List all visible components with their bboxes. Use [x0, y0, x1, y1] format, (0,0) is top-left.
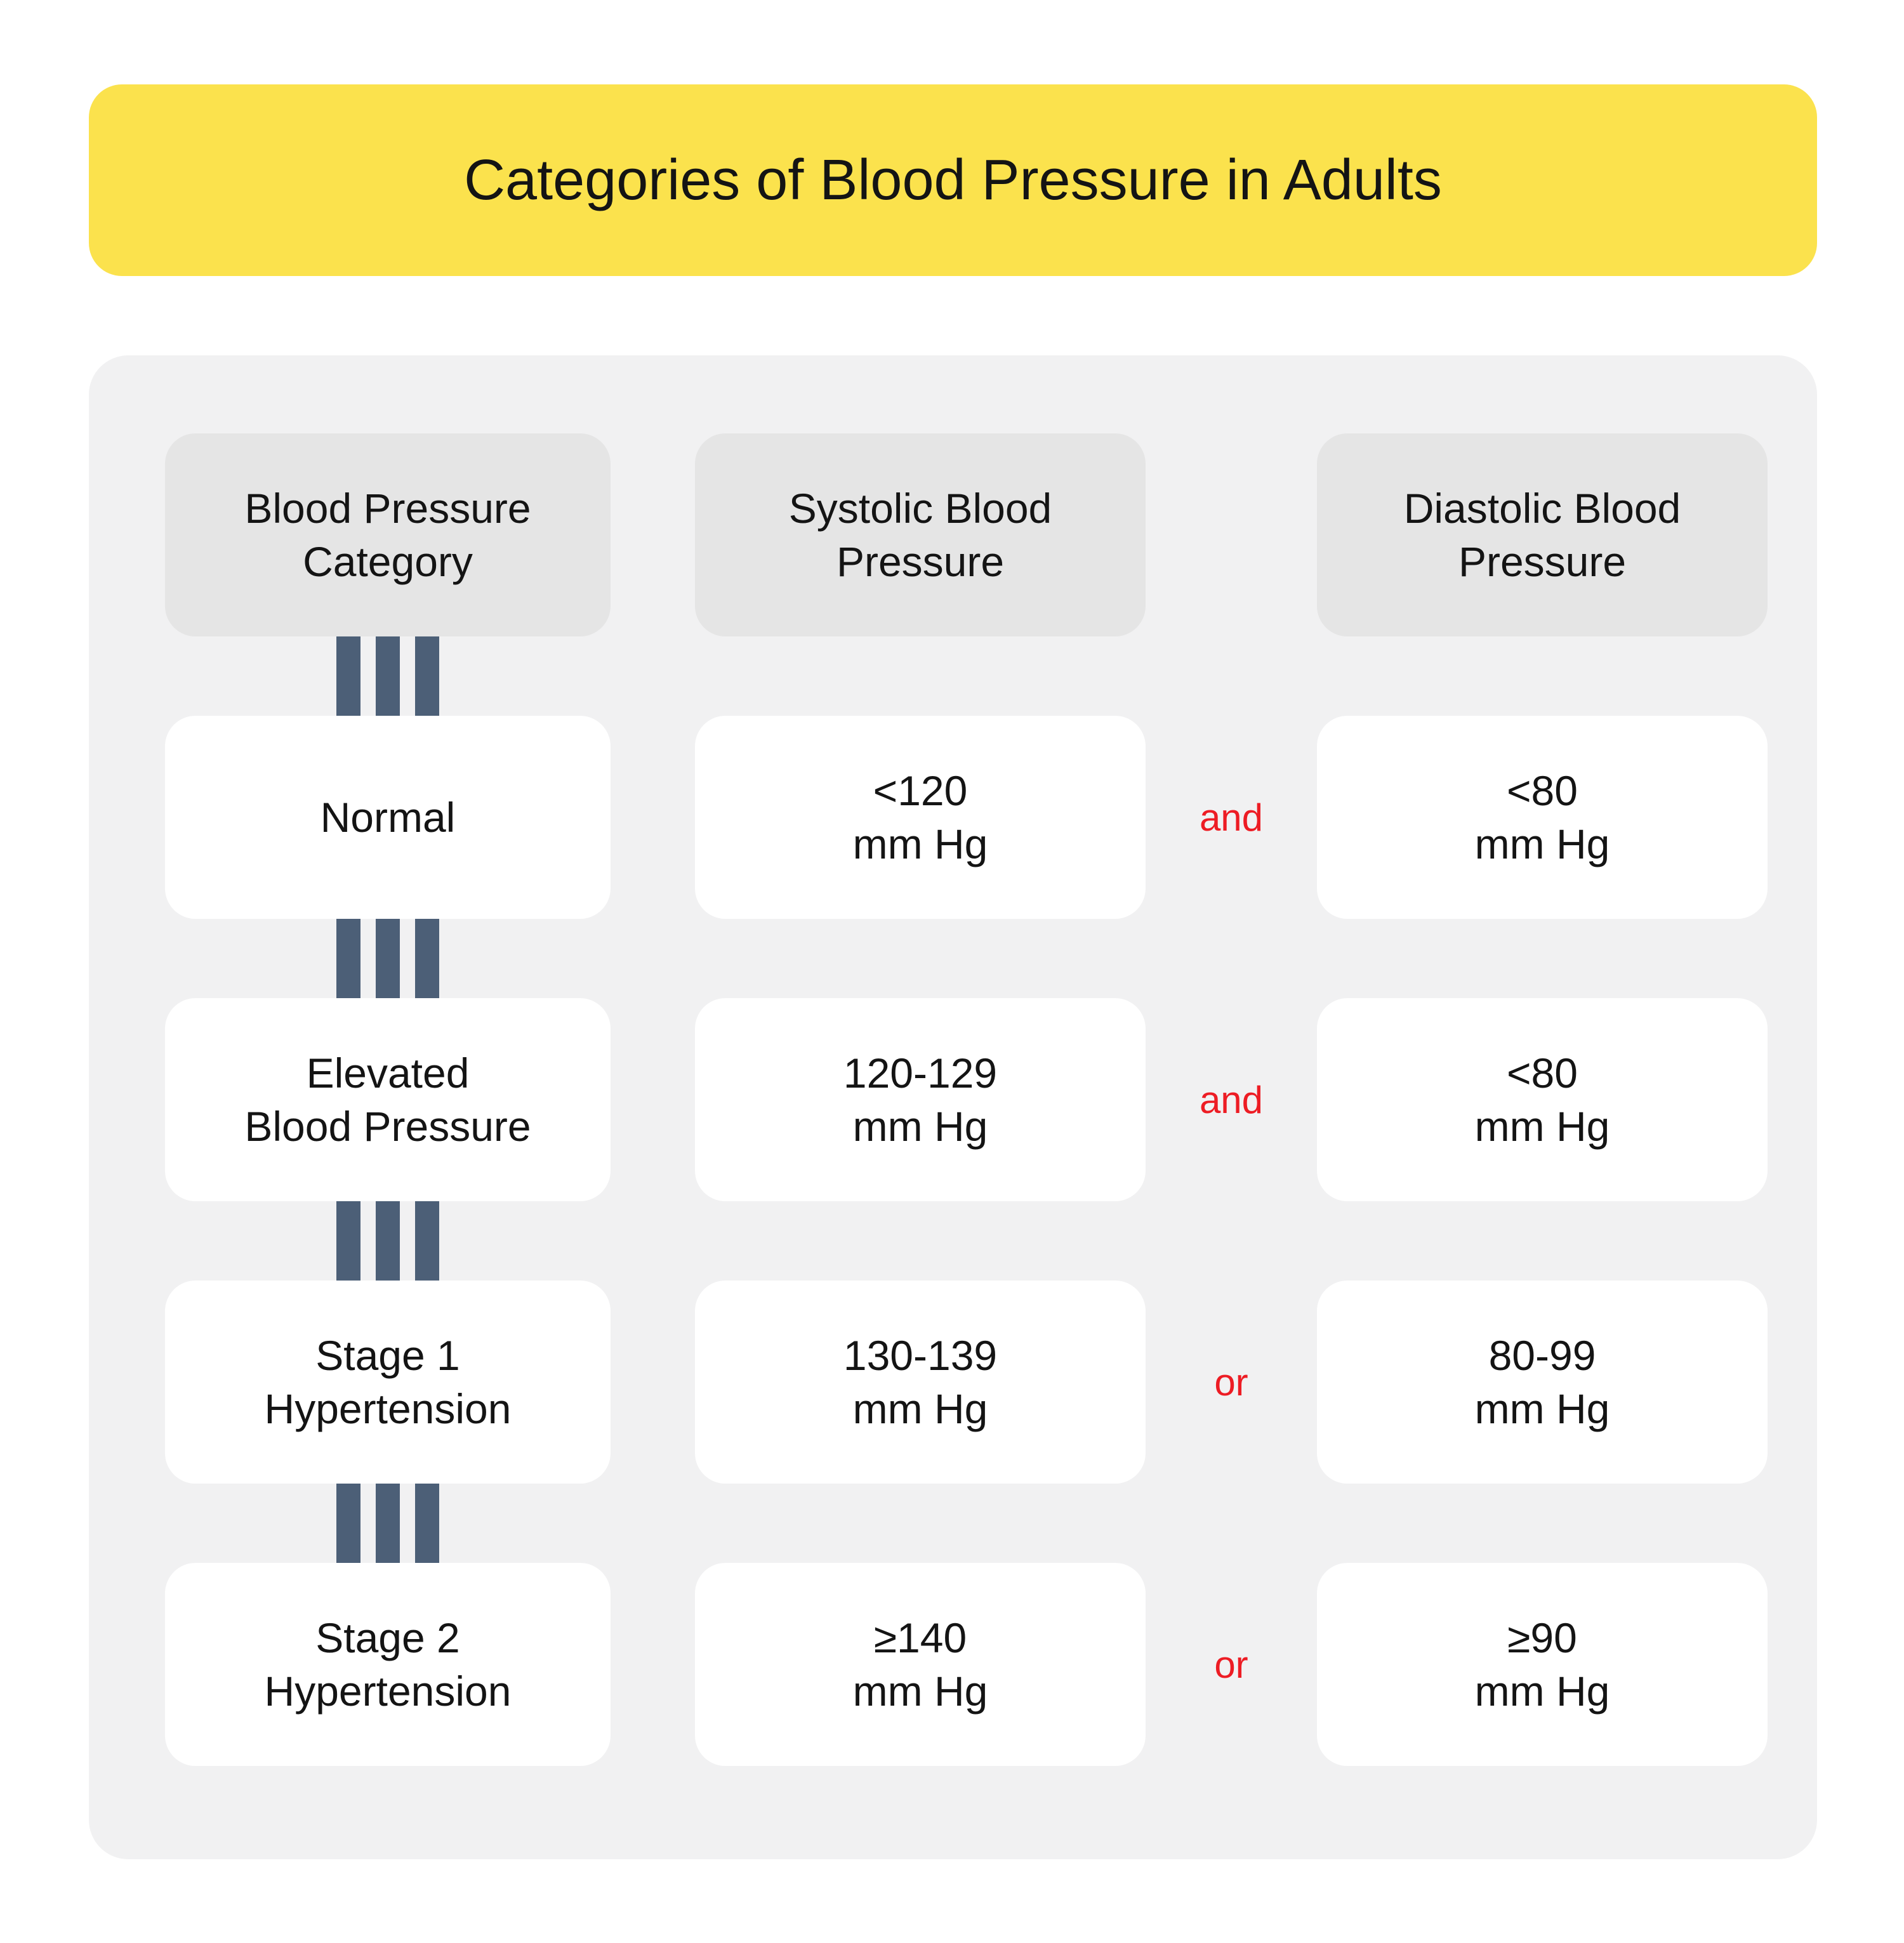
diastolic-unit: mm Hg: [1474, 820, 1610, 867]
page-title: Categories of Blood Pressure in Adults: [464, 148, 1442, 212]
connector-bar: [376, 1484, 400, 1563]
connector-bars: [336, 636, 439, 716]
category-cell: Stage 2 Hypertension: [165, 1563, 611, 1766]
connector-bar: [336, 1201, 360, 1281]
diastolic-unit: mm Hg: [1474, 1103, 1610, 1150]
connector-bar: [415, 1484, 439, 1563]
diastolic-value: <80: [1507, 767, 1578, 814]
systolic-cell: ≥140 mm Hg: [695, 1563, 1146, 1766]
diastolic-unit: mm Hg: [1474, 1385, 1610, 1432]
conjunction-label: or: [1214, 1643, 1248, 1686]
connector-bar: [376, 636, 400, 716]
connector-bar: [415, 1201, 439, 1281]
connector-bar: [376, 1201, 400, 1281]
connector-bar: [336, 919, 360, 998]
diastolic-cell: 80-99 mm Hg: [1317, 1281, 1768, 1484]
systolic-cell: 130-139 mm Hg: [695, 1281, 1146, 1484]
systolic-value: 120-129: [843, 1050, 998, 1097]
diastolic-cell: <80 mm Hg: [1317, 716, 1768, 919]
diastolic-cell: ≥90 mm Hg: [1317, 1563, 1768, 1766]
column-header-systolic: Systolic Blood Pressure: [695, 433, 1146, 636]
systolic-value: ≥140: [873, 1614, 967, 1661]
conjunction-label: and: [1199, 796, 1264, 839]
connector-bars: [336, 919, 439, 998]
diastolic-value: <80: [1507, 1050, 1578, 1097]
systolic-cell: <120 mm Hg: [695, 716, 1146, 919]
connector-bar: [336, 1484, 360, 1563]
connector-bar: [376, 919, 400, 998]
category-cell: Normal: [165, 716, 611, 919]
connector-bars: [336, 1201, 439, 1281]
systolic-unit: mm Hg: [852, 820, 988, 867]
connector-bar: [415, 636, 439, 716]
connector-bar: [415, 919, 439, 998]
systolic-value: <120: [873, 767, 968, 814]
connector-bar: [336, 636, 360, 716]
column-header-diastolic: Diastolic Blood Pressure: [1317, 433, 1768, 636]
diastolic-cell: <80 mm Hg: [1317, 998, 1768, 1201]
diastolic-value: 80-99: [1488, 1332, 1596, 1379]
systolic-unit: mm Hg: [852, 1668, 988, 1715]
category-cell: Stage 1 Hypertension: [165, 1281, 611, 1484]
systolic-cell: 120-129 mm Hg: [695, 998, 1146, 1201]
column-header-category: Blood Pressure Category: [165, 433, 611, 636]
connector-bars: [336, 1484, 439, 1563]
systolic-unit: mm Hg: [852, 1385, 988, 1432]
diastolic-value: ≥90: [1507, 1614, 1577, 1661]
diastolic-unit: mm Hg: [1474, 1668, 1610, 1715]
conjunction-label: or: [1214, 1360, 1248, 1404]
systolic-unit: mm Hg: [852, 1103, 988, 1150]
title-banner: Categories of Blood Pressure in Adults: [89, 84, 1817, 276]
blood-pressure-table: Blood Pressure Category Systolic Blood P…: [89, 355, 1817, 1859]
systolic-value: 130-139: [843, 1332, 998, 1379]
category-cell: Elevated Blood Pressure: [165, 998, 611, 1201]
conjunction-label: and: [1199, 1078, 1264, 1121]
